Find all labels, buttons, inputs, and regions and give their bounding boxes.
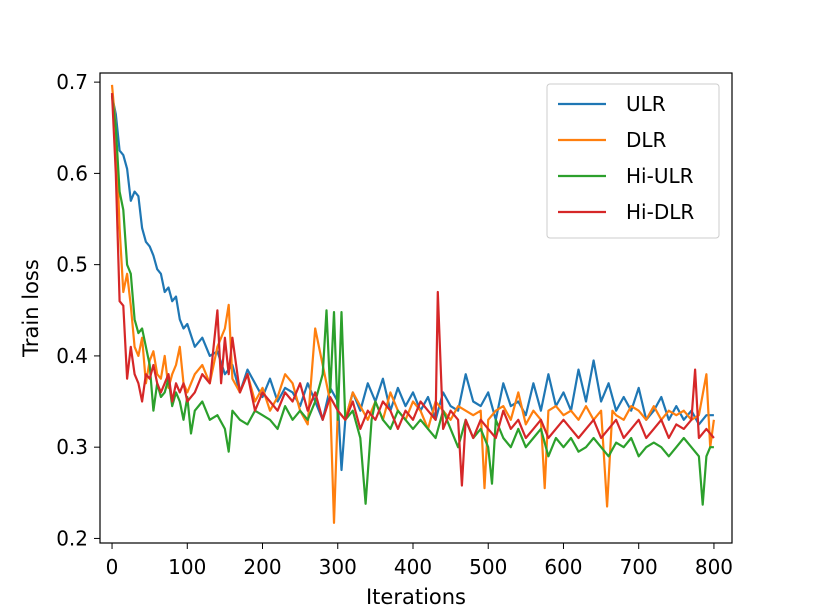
x-tick-label: 800: [695, 555, 733, 579]
x-tick-label: 700: [620, 555, 658, 579]
x-axis-label: Iterations: [366, 585, 466, 609]
x-tick-label: 0: [106, 555, 119, 579]
legend-label-hi-dlr: Hi-DLR: [626, 200, 694, 224]
y-tick-label: 0.7: [56, 70, 88, 94]
legend-label-dlr: DLR: [626, 128, 667, 152]
series-line-hi-ulr: [110, 95, 714, 506]
y-tick-label: 0.6: [56, 161, 88, 185]
y-tick-label: 0.3: [56, 435, 88, 459]
y-tick-label: 0.5: [56, 253, 88, 277]
series-line-hi-dlr: [110, 93, 715, 487]
plot-frame: [99, 72, 733, 544]
x-tick-label: 400: [394, 555, 432, 579]
y-tick-label: 0.4: [56, 344, 88, 368]
x-tick-label: 600: [544, 555, 582, 579]
x-tick-label: 300: [319, 555, 357, 579]
legend: ULR DLR Hi-ULR Hi-DLR: [546, 83, 720, 239]
y-axis: 0.2 0.3 0.4 0.5 0.6 0.7: [56, 70, 100, 550]
legend-box: [546, 83, 720, 239]
legend-label-ulr: ULR: [626, 92, 666, 116]
x-tick-label: 500: [469, 555, 507, 579]
legend-label-hi-ulr: Hi-ULR: [626, 164, 694, 188]
series-line-ulr: [110, 95, 714, 472]
x-tick-label: 100: [168, 555, 206, 579]
x-axis: 0 100 200 300 400 500 600 700 800: [106, 543, 733, 579]
y-axis-label: Train loss: [19, 259, 43, 358]
x-tick-label: 200: [243, 555, 281, 579]
plot-lines: [110, 84, 715, 524]
y-tick-label: 0.2: [56, 526, 88, 550]
